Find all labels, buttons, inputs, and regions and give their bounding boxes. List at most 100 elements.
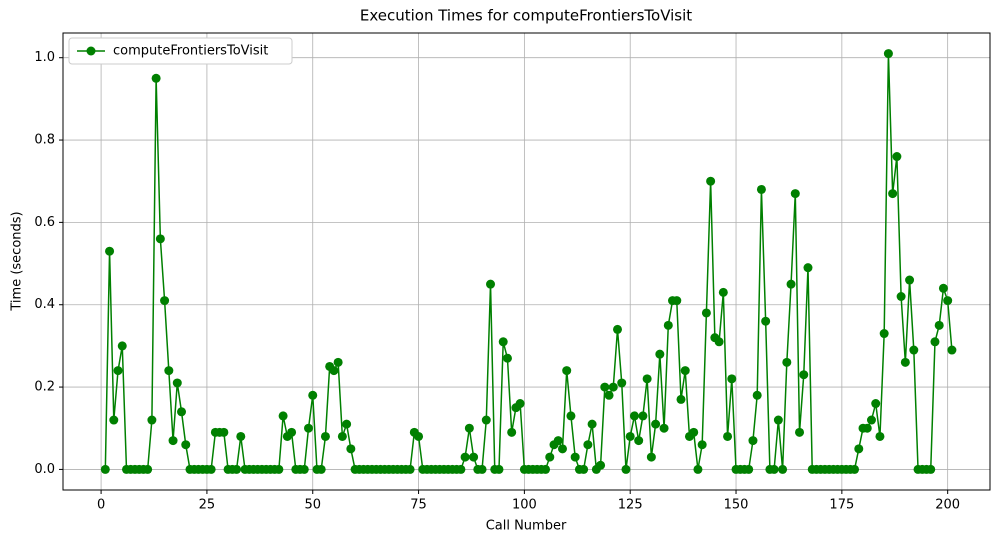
x-tick-label: 150 [724,498,749,513]
data-point [304,423,314,433]
data-point [308,390,318,400]
data-point [206,464,216,474]
data-point [938,283,948,293]
data-point [905,275,915,285]
data-point [600,382,610,392]
data-point [541,464,551,474]
data-point [634,436,644,446]
y-tick-label: 0.4 [34,297,55,312]
data-point [553,436,563,446]
chart-title: Execution Times for computeFrontiersToVi… [360,7,692,25]
x-tick-label: 75 [410,498,427,513]
y-tick-label: 0.2 [34,380,55,395]
data-point [337,431,347,441]
data-point [943,296,953,306]
data-point [219,427,229,437]
data-point [562,366,572,376]
data-point [790,189,800,199]
data-point [502,353,512,363]
y-tick-label: 1.0 [34,50,55,65]
data-point [507,427,517,437]
data-point [756,184,766,194]
data-point [604,390,614,400]
data-point [236,431,246,441]
data-point [854,444,864,454]
x-tick-label: 0 [97,498,105,513]
data-point [761,316,771,326]
x-tick-label: 100 [512,498,537,513]
data-point [769,464,779,474]
data-point [147,415,157,425]
data-point [638,411,648,421]
data-point [151,73,161,83]
data-point [587,419,597,429]
data-point [333,357,343,367]
data-point [795,427,805,437]
data-point [105,246,115,256]
data-point [469,452,479,462]
data-point [888,189,898,199]
x-tick-label: 25 [199,498,216,513]
data-point [663,320,673,330]
data-point [680,366,690,376]
data-point [287,427,297,437]
data-point [464,423,474,433]
x-tick-label: 175 [829,498,854,513]
data-point [117,341,127,351]
x-tick-label: 200 [935,498,960,513]
data-point [109,415,119,425]
data-point [515,399,525,409]
data-point [557,444,567,454]
data-point [320,431,330,441]
data-point [346,444,356,454]
data-point [727,374,737,384]
data-point [655,349,665,359]
data-point [579,464,589,474]
data-point [460,452,470,462]
data-point [617,378,627,388]
data-point [570,452,580,462]
data-point [744,464,754,474]
data-point [181,440,191,450]
data-point [799,370,809,380]
data-point [752,390,762,400]
data-point [714,337,724,347]
data-point [892,152,902,162]
data-point [566,411,576,421]
data-point [773,415,783,425]
legend-marker [86,46,96,56]
data-point [871,399,881,409]
x-tick-label: 125 [618,498,643,513]
data-point [879,329,889,339]
data-point [113,366,123,376]
data-point [934,320,944,330]
legend-label: computeFrontiersToVisit [113,44,268,59]
data-point [545,452,555,462]
data-point [718,287,728,297]
data-point [909,345,919,355]
y-tick-label: 0.8 [34,133,55,148]
data-point [803,263,813,273]
data-point [850,464,860,474]
data-point [155,234,165,244]
data-point [646,452,656,462]
data-point [316,464,326,474]
data-point [875,431,885,441]
data-point [274,464,284,474]
data-point [930,337,940,347]
legend-box [68,37,293,65]
data-point [672,296,682,306]
data-point [642,374,652,384]
data-point [456,464,466,474]
x-axis-label: Call Number [486,519,567,534]
data-point [164,366,174,376]
data-point [866,415,876,425]
data-point [651,419,661,429]
data-point [629,411,639,421]
x-tick-label: 50 [304,498,321,513]
data-point [778,464,788,474]
data-point [329,366,339,376]
data-point [701,308,711,318]
